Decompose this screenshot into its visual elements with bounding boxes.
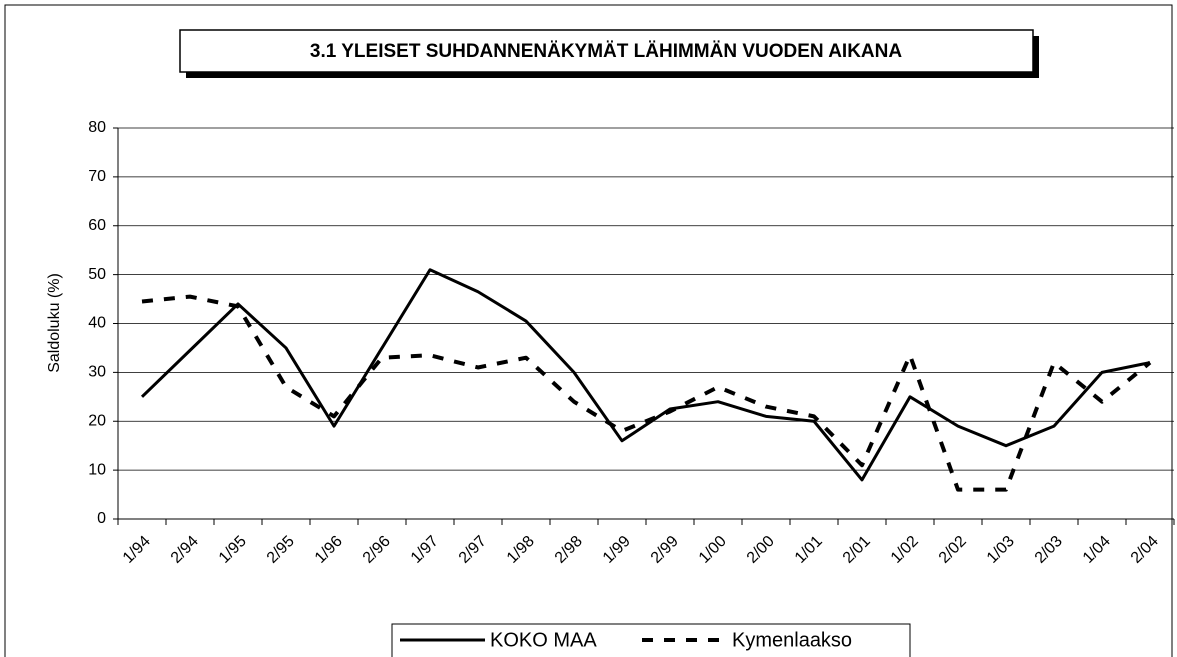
y-tick-label: 30 <box>88 364 106 381</box>
y-tick-label: 20 <box>88 412 106 429</box>
legend-label: Kymenlaakso <box>732 629 852 651</box>
series-line <box>141 294 1152 492</box>
y-tick-label: 0 <box>97 510 106 527</box>
title-box <box>179 29 1034 73</box>
y-tick-label: 60 <box>88 217 106 234</box>
y-tick-label: 70 <box>88 168 106 185</box>
y-axis-label: Saldoluku (%) <box>46 273 63 373</box>
y-tick-label: 50 <box>88 266 106 283</box>
y-tick-label: 10 <box>88 461 106 478</box>
legend-label: KOKO MAA <box>490 629 597 651</box>
y-tick-label: 40 <box>88 315 106 332</box>
series-line <box>140 268 1151 482</box>
chart-title: 3.1 YLEISET SUHDANNENÄKYMÄT LÄHIMMÄN VUO… <box>310 41 902 62</box>
chart-frame <box>4 4 1173 657</box>
y-tick-label: 80 <box>88 119 106 136</box>
